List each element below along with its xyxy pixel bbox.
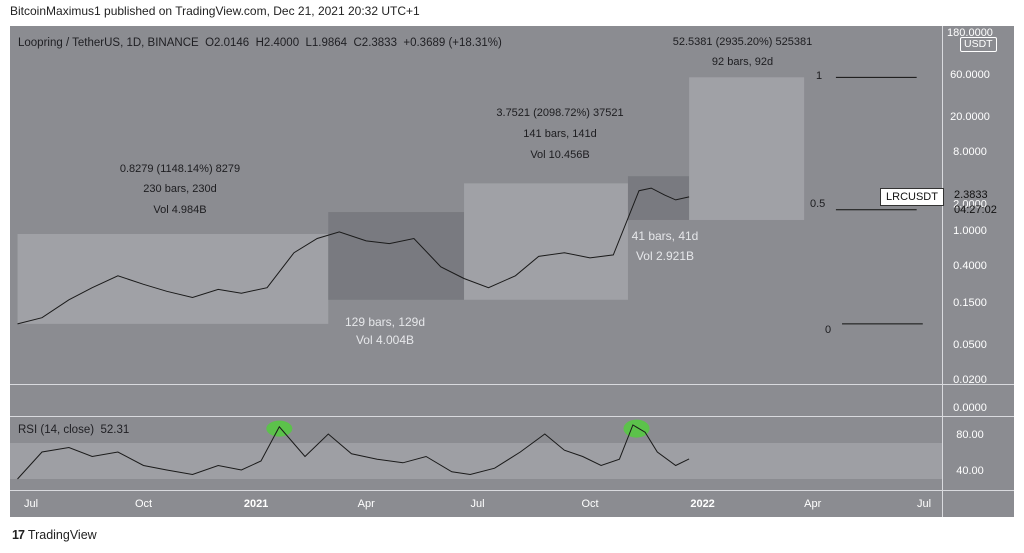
pane-divider[interactable] (10, 384, 1014, 385)
chart-area[interactable]: 180.0000 60.0000 20.0000 8.0000 2.0000 1.0000… (10, 26, 1014, 517)
measure-2-line2: Vol 4.004B (355, 333, 415, 347)
rsi-name: RSI (14, close) (18, 424, 95, 436)
time-axis-divider (10, 490, 1014, 491)
rsi-value: 52.31 (100, 424, 130, 436)
price-axis-divider (942, 26, 943, 517)
rsi-legend[interactable]: RSI (14, close) 52.31 (18, 424, 129, 436)
close-label: C (353, 37, 362, 49)
symbol-legend[interactable]: Loopring / TetherUS, 1D, BINANCE O2.0146… (18, 37, 502, 49)
tradingview-brand: TradingView (27, 528, 97, 542)
x-tick-label: Jul (24, 498, 38, 510)
current-price-label: 2.3833 (954, 189, 988, 201)
x-tick-label: 2022 (690, 498, 714, 510)
x-tick-label: Apr (358, 498, 375, 510)
close-value: 2.3833 (361, 37, 397, 49)
measure-4-line1: 41 bars, 41d (631, 229, 699, 243)
open-value: 2.0146 (214, 37, 250, 49)
high-label: H (255, 37, 264, 49)
rsi-tick-label: 80.00 (956, 429, 984, 441)
measure-3-line1: 3.7521 (2098.72%) 37521 (496, 107, 624, 119)
publisher-line: BitcoinMaximus1 published on TradingView… (10, 4, 420, 18)
x-tick-label: Jul (470, 498, 484, 510)
y-tick-label: 0.0500 (953, 339, 987, 351)
x-tick-label: Oct (135, 498, 152, 510)
rsi-peak-marker-2 (623, 419, 650, 438)
measure-1-line3: Vol 4.984B (153, 204, 207, 216)
measure-4-line2: Vol 2.921B (635, 249, 695, 263)
high-value: 2.4000 (263, 37, 300, 49)
pane-divider-secondary (10, 416, 1014, 417)
bar-countdown: 04:27:02 (954, 204, 997, 216)
y-tick-label: 0.0000 (953, 402, 987, 414)
tradingview-footer[interactable]: 17 TradingView (12, 528, 97, 542)
x-tick-label: 2021 (244, 498, 268, 510)
change-value: +0.3689 (+18.31%) (403, 37, 502, 49)
y-tick-label: 0.1500 (953, 297, 987, 309)
x-tick-label: Jul (917, 498, 931, 510)
tradingview-logo-icon: 17 (12, 528, 25, 542)
x-tick-label: Oct (581, 498, 598, 510)
y-tick-label: 0.0200 (953, 374, 987, 386)
y-tick-label: 20.0000 (950, 111, 990, 123)
low-value: 1.9864 (311, 37, 348, 49)
currency-badge[interactable]: USDT (960, 37, 997, 52)
measure-2-line1: 129 bars, 129d (344, 315, 426, 329)
y-tick-label: 180.0000 (947, 27, 993, 39)
y-tick-label: 60.0000 (950, 69, 990, 81)
low-label: L (305, 37, 312, 49)
measure-3-line3: Vol 10.456B (530, 149, 590, 161)
measure-5-line2: 92 bars, 92d (711, 56, 774, 68)
y-tick-label: 1.0000 (953, 225, 987, 237)
measure-box-4 (627, 176, 690, 220)
y-tick-label: 0.4000 (953, 260, 987, 272)
rsi-tick-label: 40.00 (956, 465, 984, 477)
measure-5-line1: 52.5381 (2935.20%) 525381 (672, 36, 813, 48)
x-tick-label: Apr (804, 498, 821, 510)
measure-1-line2: 230 bars, 230d (143, 183, 217, 195)
fib-label-0: 0 (825, 324, 832, 336)
measure-1-line1: 0.8279 (1148.14%) 8279 (119, 163, 241, 175)
fib-label-1: 1 (816, 70, 823, 82)
rsi-peak-marker-1 (266, 420, 293, 437)
open-label: O (205, 37, 215, 49)
price-line (17, 187, 690, 325)
y-tick-label: 8.0000 (953, 146, 987, 158)
fib-label-0-5: 0.5 (810, 198, 826, 210)
measure-3-line2: 141 bars, 141d (523, 128, 597, 140)
chart-canvas: 180.0000 60.0000 20.0000 8.0000 2.0000 1.0000… (10, 27, 993, 510)
symbol-name: Loopring / TetherUS, 1D, BINANCE (18, 37, 199, 49)
rsi-band (10, 443, 942, 479)
measure-box-2 (328, 212, 465, 300)
rsi-line (17, 424, 690, 480)
measure-box-5 (689, 77, 805, 220)
y-tick-label: 2.0000 (953, 199, 987, 211)
measure-box-3 (464, 183, 628, 300)
measure-box-1 (17, 233, 329, 324)
symbol-price-tag[interactable]: LRCUSDT (880, 188, 944, 206)
